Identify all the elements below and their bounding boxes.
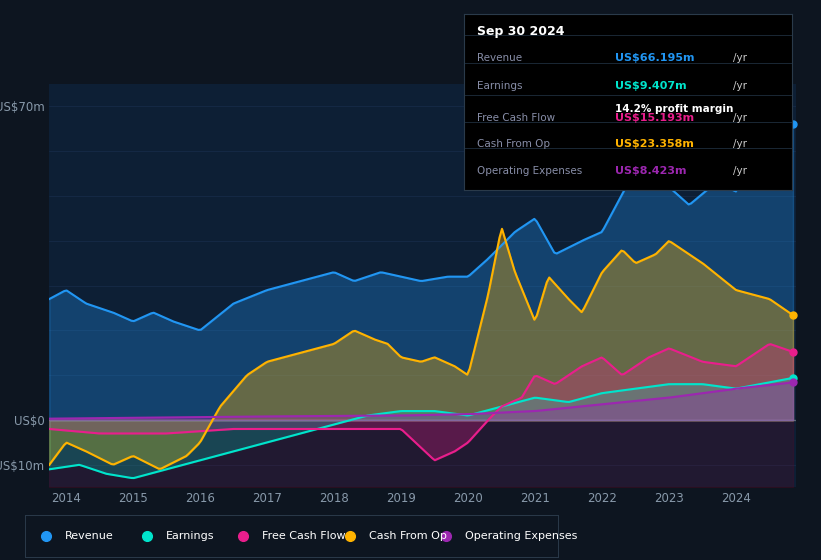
Text: Operating Expenses: Operating Expenses <box>477 166 582 176</box>
Text: US$66.195m: US$66.195m <box>615 53 695 63</box>
Text: Earnings: Earnings <box>166 531 214 541</box>
Text: Cash From Op: Cash From Op <box>477 139 550 150</box>
Text: Free Cash Flow: Free Cash Flow <box>477 113 555 123</box>
Point <box>787 120 800 129</box>
Point <box>787 378 800 387</box>
Text: 14.2% profit margin: 14.2% profit margin <box>615 104 733 114</box>
Text: Revenue: Revenue <box>65 531 113 541</box>
Point <box>787 311 800 320</box>
Text: US$9.407m: US$9.407m <box>615 81 686 91</box>
Text: /yr: /yr <box>733 81 747 91</box>
Text: US$15.193m: US$15.193m <box>615 113 694 123</box>
Text: Revenue: Revenue <box>477 53 522 63</box>
Text: Cash From Op: Cash From Op <box>369 531 447 541</box>
Text: Sep 30 2024: Sep 30 2024 <box>477 25 565 38</box>
Text: US$8.423m: US$8.423m <box>615 166 686 176</box>
Text: Operating Expenses: Operating Expenses <box>465 531 577 541</box>
Text: Free Cash Flow: Free Cash Flow <box>262 531 346 541</box>
Text: /yr: /yr <box>733 113 747 123</box>
Text: /yr: /yr <box>733 53 747 63</box>
Text: Earnings: Earnings <box>477 81 522 91</box>
Text: US$23.358m: US$23.358m <box>615 139 694 150</box>
Point <box>787 347 800 356</box>
Point <box>787 374 800 382</box>
Text: /yr: /yr <box>733 166 747 176</box>
Text: /yr: /yr <box>733 139 747 150</box>
